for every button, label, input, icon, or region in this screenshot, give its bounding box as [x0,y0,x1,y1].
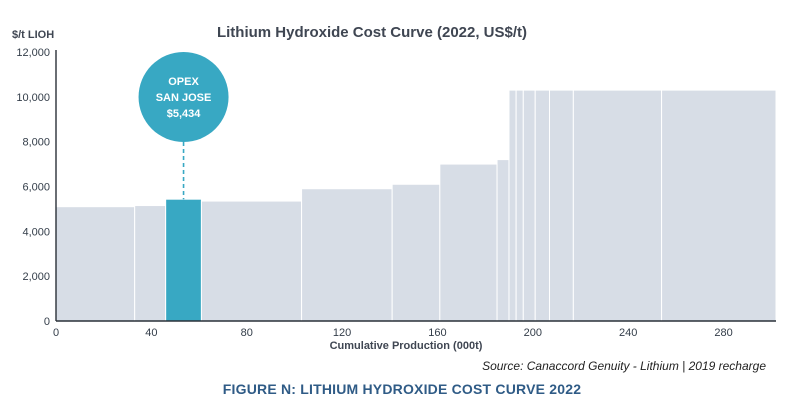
y-axis-unit-label: $/t LIOH [12,29,54,41]
cost-curve-bars [55,89,777,322]
y-tick-label: 6,000 [22,182,50,194]
opex-san-jose-callout: OPEX SAN JOSE $5,434 [138,52,229,200]
callout-text-line: SAN JOSE [156,92,212,104]
bar-segment [515,89,524,322]
bar-segment [572,89,663,322]
bar-opex-san-jose [165,198,202,322]
bar-segment [549,89,574,322]
bar-segment [391,183,441,322]
bar-segment [439,163,498,322]
x-tick-label: 120 [333,327,351,339]
x-tick-label: 200 [524,327,542,339]
x-axis-ticks: 0 40 80 120 160 200 240 280 [53,327,733,339]
bar-segment [134,205,167,322]
chart-title: Lithium Hydroxide Cost Curve (2022, US$/… [217,24,527,41]
y-tick-label: 12,000 [16,47,50,59]
x-tick-label: 160 [428,327,446,339]
y-tick-label: 4,000 [22,226,50,238]
bar-segment [508,89,517,322]
bar-segment [55,206,136,322]
x-tick-label: 0 [53,327,59,339]
y-axis-ticks: 0 2,000 4,000 6,000 8,000 10,000 12,000 [16,47,50,328]
bar-segment [661,89,777,322]
x-tick-label: 280 [714,327,732,339]
bar-segment [534,89,551,322]
y-tick-label: 2,000 [22,271,50,283]
figure-caption: FIGURE N: LITHIUM HYDROXIDE COST CURVE 2… [223,381,581,397]
bar-segment [301,188,393,322]
y-tick-label: 0 [44,316,50,328]
callout-text-line: $5,434 [167,108,202,120]
bar-segment [200,200,303,322]
y-tick-label: 10,000 [16,92,50,104]
y-tick-label: 8,000 [22,137,50,149]
source-note: Source: Canaccord Genuity - Lithium | 20… [482,359,766,373]
x-axis-title: Cumulative Production (000t) [330,340,483,352]
x-tick-label: 240 [619,327,637,339]
x-tick-label: 80 [241,327,253,339]
callout-bubble [138,52,229,142]
bar-segment [496,159,510,322]
bar-segment [522,89,536,322]
x-tick-label: 40 [145,327,157,339]
callout-text-line: OPEX [168,76,199,88]
